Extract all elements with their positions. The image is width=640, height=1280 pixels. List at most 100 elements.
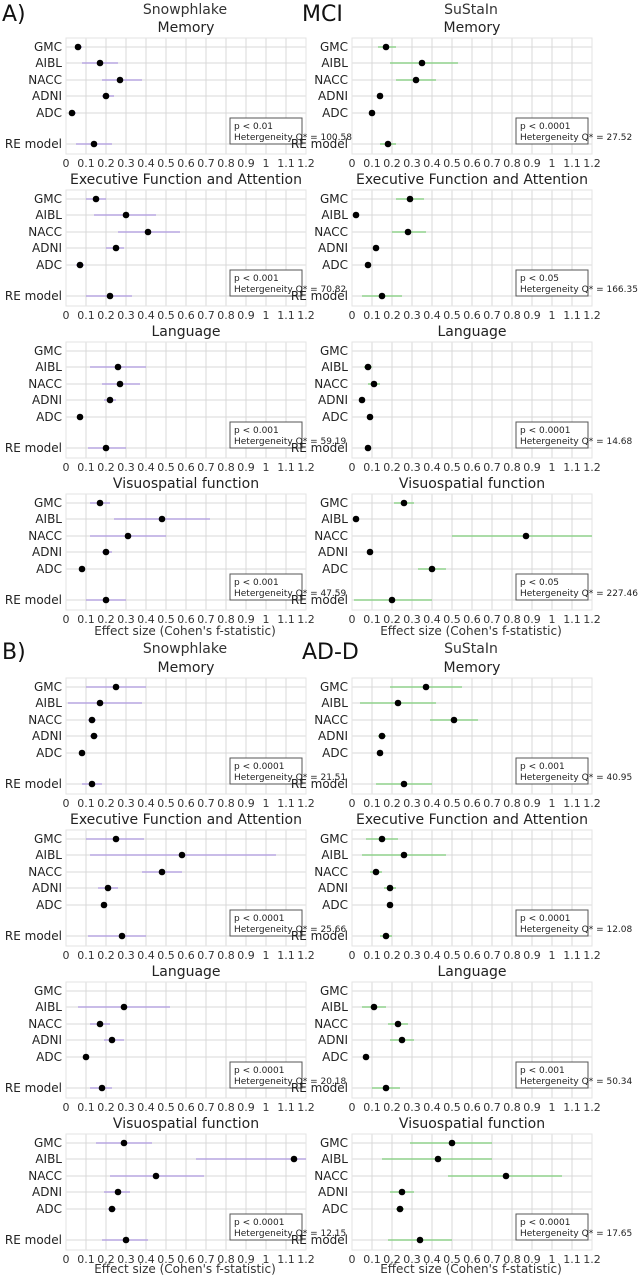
row-label-5-3: ADNI bbox=[318, 241, 348, 255]
stats-heterogeneity-6: Hetergeneity Q* = 14.68 bbox=[520, 437, 633, 447]
tick-label-14-7: 0.7 bbox=[483, 1101, 501, 1114]
row-label-10-2: NACC bbox=[28, 1017, 62, 1031]
row-label-10-1: AIBL bbox=[35, 1000, 62, 1014]
row-label-15-0: GMC bbox=[320, 1136, 348, 1150]
tick-label-5-1: 0.1 bbox=[363, 309, 381, 322]
stats-box-15 bbox=[515, 1213, 589, 1241]
tick-label-2-3: 0.3 bbox=[117, 461, 135, 474]
tick-label-13-11: 1.1 bbox=[563, 949, 581, 962]
tick-label-12-6: 0.6 bbox=[463, 797, 481, 810]
tick-label-4-12: 1.2 bbox=[583, 157, 601, 170]
estimate-point-9-4 bbox=[100, 901, 108, 909]
tick-label-1-9: 0.9 bbox=[237, 309, 255, 322]
estimate-point-0-1 bbox=[96, 59, 104, 67]
estimate-point-2-4 bbox=[76, 413, 84, 421]
tick-label-2-1: 0.1 bbox=[77, 461, 95, 474]
panel-title-5: Executive Function and Attention bbox=[356, 172, 588, 188]
estimate-point-7-5 bbox=[388, 596, 396, 604]
estimate-point-1-5 bbox=[106, 292, 114, 300]
x-axis-label-bottom-left: Effect size (Cohen's f-statistic) bbox=[94, 1262, 276, 1276]
tick-label-6-9: 0.9 bbox=[523, 461, 541, 474]
tick-label-3-5: 0.5 bbox=[157, 613, 175, 626]
stats-heterogeneity-5: Hetergeneity Q* = 166.35 bbox=[520, 285, 638, 295]
plot-frame-11 bbox=[65, 1133, 307, 1251]
plot-frame-0 bbox=[65, 37, 307, 155]
stats-box-14 bbox=[515, 1061, 589, 1089]
tick-label-3-11: 1.1 bbox=[277, 613, 295, 626]
tick-label-0-3: 0.3 bbox=[117, 157, 135, 170]
estimate-point-13-0 bbox=[378, 835, 386, 843]
estimate-point-4-5 bbox=[384, 140, 392, 148]
tick-label-14-12: 1.2 bbox=[583, 1101, 601, 1114]
row-label-15-4: ADC bbox=[322, 1202, 348, 1216]
row-label-7-4: ADC bbox=[322, 562, 348, 576]
tick-label-2-4: 0.4 bbox=[137, 461, 155, 474]
row-label-6-4: ADC bbox=[322, 410, 348, 424]
tick-label-14-8: 0.8 bbox=[503, 1101, 521, 1114]
row-label-10-4: ADC bbox=[36, 1050, 62, 1064]
row-label-3-3: ADNI bbox=[32, 545, 62, 559]
row-label-9-2: NACC bbox=[28, 865, 62, 879]
x-axis-label-top-left: Effect size (Cohen's f-statistic) bbox=[94, 624, 276, 638]
tick-label-12-0: 0 bbox=[349, 797, 356, 810]
panel-title-0: Memory bbox=[158, 20, 215, 36]
tick-label-8-4: 0.4 bbox=[137, 797, 155, 810]
row-label-9-3: ADNI bbox=[32, 881, 62, 895]
estimate-point-3-3 bbox=[102, 548, 110, 556]
tick-label-14-3: 0.3 bbox=[403, 1101, 421, 1114]
tick-label-5-8: 0.8 bbox=[503, 309, 521, 322]
tick-label-2-7: 0.7 bbox=[197, 461, 215, 474]
stats-heterogeneity-11: Hetergeneity Q* = 12.15 bbox=[234, 1229, 346, 1239]
estimate-point-9-1 bbox=[178, 851, 186, 859]
section-label-a: A) bbox=[2, 2, 26, 27]
tick-label-10-12: 1.2 bbox=[297, 1101, 315, 1114]
stats-box-12 bbox=[515, 757, 589, 785]
estimate-point-11-4 bbox=[108, 1205, 116, 1213]
estimate-point-5-3 bbox=[372, 244, 380, 252]
tick-label-10-9: 0.9 bbox=[237, 1101, 255, 1114]
tick-label-13-0: 0 bbox=[349, 949, 356, 962]
row-label-4-0: GMC bbox=[320, 40, 348, 54]
x-axis-label-top-right: Effect size (Cohen's f-statistic) bbox=[380, 624, 562, 638]
tick-label-12-10: 1 bbox=[549, 797, 556, 810]
estimate-point-10-1 bbox=[120, 1003, 128, 1011]
estimate-point-8-1 bbox=[96, 699, 104, 707]
tick-label-3-8: 0.8 bbox=[217, 613, 235, 626]
row-label-8-3: ADNI bbox=[32, 729, 62, 743]
panel-title-13: Executive Function and Attention bbox=[356, 812, 588, 828]
tick-label-0-7: 0.7 bbox=[197, 157, 215, 170]
plot-frame-8 bbox=[65, 677, 307, 795]
estimate-point-13-3 bbox=[386, 884, 394, 892]
tick-label-1-11: 1.1 bbox=[277, 309, 295, 322]
estimate-point-10-3 bbox=[108, 1036, 116, 1044]
row-label-4-2: NACC bbox=[314, 73, 348, 87]
tick-label-15-9: 0.9 bbox=[523, 1253, 541, 1266]
stats-box-3 bbox=[229, 573, 303, 601]
estimate-point-15-0 bbox=[448, 1139, 456, 1147]
stats-heterogeneity-0: Hetergeneity Q* = 100.58 bbox=[234, 133, 352, 143]
row-label-5-4: ADC bbox=[322, 258, 348, 272]
tick-label-9-7: 0.7 bbox=[197, 949, 215, 962]
tick-label-4-11: 1.1 bbox=[563, 157, 581, 170]
row-label-14-5: RE model bbox=[291, 1081, 348, 1095]
tick-label-1-10: 1 bbox=[263, 309, 270, 322]
tick-label-0-8: 0.8 bbox=[217, 157, 235, 170]
row-label-13-0: GMC bbox=[320, 832, 348, 846]
tick-label-15-1: 0.1 bbox=[363, 1253, 381, 1266]
tick-label-15-2: 0.2 bbox=[383, 1253, 401, 1266]
row-label-5-2: NACC bbox=[314, 225, 348, 239]
tick-label-14-11: 1.1 bbox=[563, 1101, 581, 1114]
stats-box-1 bbox=[229, 269, 303, 297]
estimate-point-13-4 bbox=[386, 901, 394, 909]
row-label-7-1: AIBL bbox=[321, 512, 348, 526]
tick-label-2-2: 0.2 bbox=[97, 461, 115, 474]
tick-label-10-3: 0.3 bbox=[117, 1101, 135, 1114]
row-label-6-5: RE model bbox=[291, 441, 348, 455]
stats-heterogeneity-4: Hetergeneity Q* = 27.52 bbox=[520, 133, 632, 143]
tick-label-12-5: 0.5 bbox=[443, 797, 461, 810]
x-axis-label-bottom-right: Effect size (Cohen's f-statistic) bbox=[380, 1262, 562, 1276]
estimate-point-9-5 bbox=[118, 932, 126, 940]
tick-label-1-7: 0.7 bbox=[197, 309, 215, 322]
row-label-0-1: AIBL bbox=[35, 56, 62, 70]
stats-p-value-2: p < 0.001 bbox=[234, 426, 279, 436]
